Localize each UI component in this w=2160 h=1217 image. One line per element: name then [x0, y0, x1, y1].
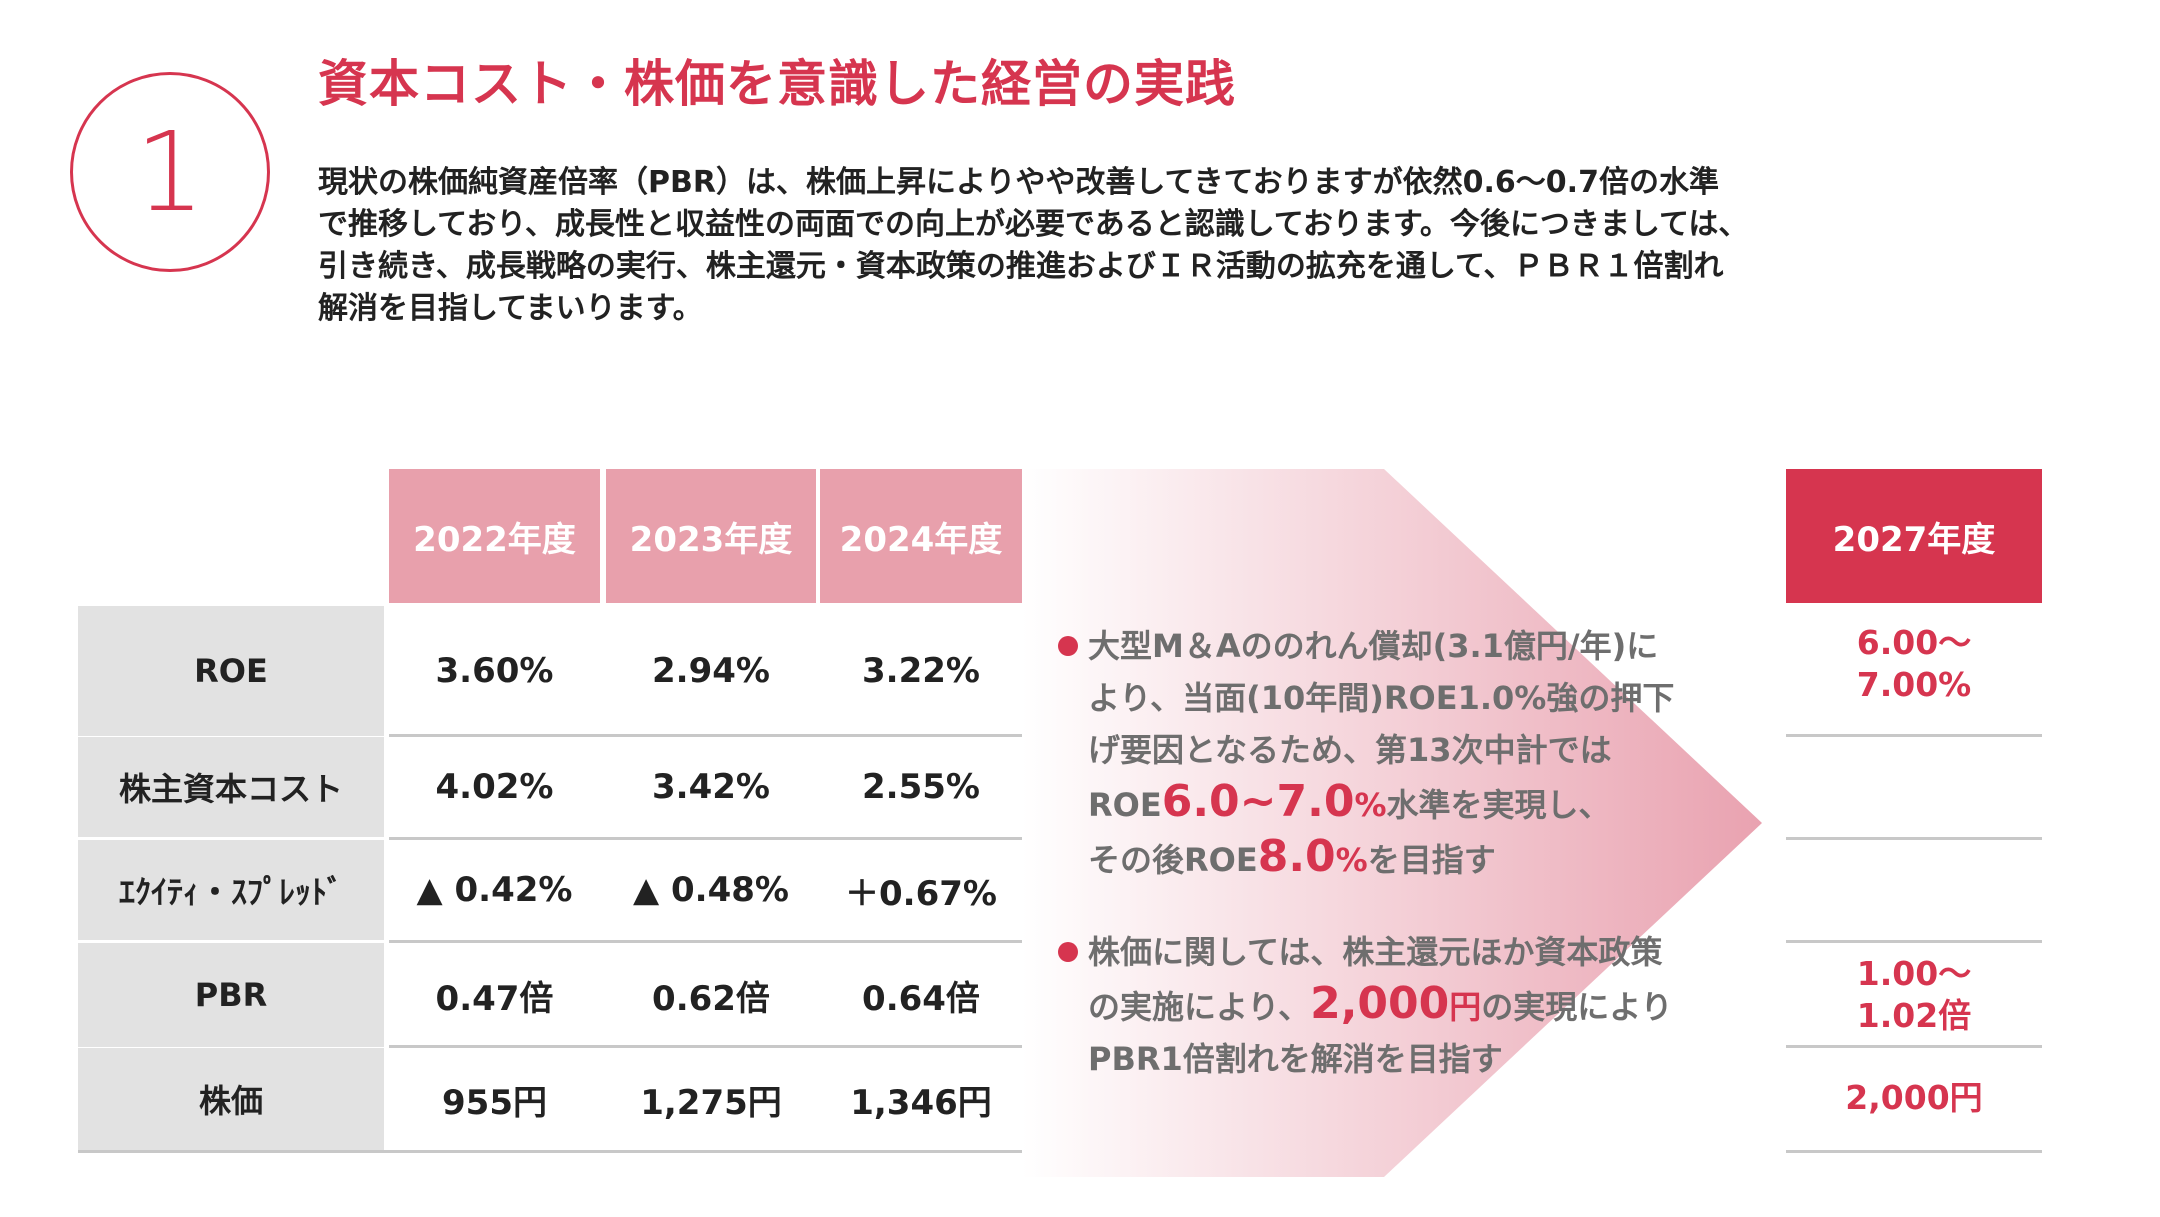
table-cell: ▲ 0.48%	[633, 870, 789, 910]
year-header-2024: 2024年度	[820, 469, 1022, 603]
note-text: を目指す	[1367, 841, 1496, 879]
table-cell: 3.22%	[862, 651, 980, 691]
note-line: より、当面(10年間)ROE1.0%強の押下	[1088, 679, 1675, 717]
row-label-stock-price: 株価	[78, 1048, 384, 1150]
note-line: ROE6.0~7.0%水準を実現し、	[1088, 776, 1778, 831]
row-label-cost-of-equity: 株主資本コスト	[78, 737, 384, 837]
table-cell: 0.62倍	[652, 978, 770, 1019]
row-divider	[1786, 734, 2042, 737]
highlight-value: 8.0	[1257, 831, 1336, 882]
intro-line: で推移しており、成長性と収益性の両面での向上が必要であると認識しております。今後…	[318, 207, 1749, 242]
row-divider	[1786, 940, 2042, 943]
target-value: 6.00～	[1856, 623, 1972, 662]
target-value: 1.02倍	[1856, 996, 1972, 1035]
section-number: 1	[135, 108, 205, 236]
row-divider	[1786, 1150, 2042, 1153]
target-pbr: 1.00～ 1.02倍	[1786, 946, 2042, 1044]
note-line: 大型M＆Aののれん償却(3.1億円/年)に	[1088, 627, 1659, 665]
target-stock-price: 2,000円	[1786, 1048, 2042, 1148]
note-text: 水準を実現し、	[1386, 786, 1611, 824]
row-divider	[389, 734, 1022, 737]
table-bottom-line	[78, 1150, 1022, 1153]
table-cell: 2.94%	[652, 651, 770, 691]
row-label-roe: ROE	[78, 606, 384, 736]
note-roe: 大型M＆Aののれん償却(3.1億円/年)に より、当面(10年間)ROE1.0%…	[1058, 620, 1778, 886]
notes: 大型M＆Aののれん償却(3.1億円/年)に より、当面(10年間)ROE1.0%…	[1058, 620, 1778, 1085]
intro-line: 現状の株価純資産倍率（PBR）は、株価上昇によりやや改善してきておりますが依然0…	[318, 165, 1719, 200]
target-value: 1.00～	[1856, 954, 1972, 993]
intro-line: 引き続き、成長戦略の実行、株主還元・資本政策の推進およびＩＲ活動の拡充を通して、…	[318, 249, 1724, 284]
page-title: 資本コスト・株価を意識した経営の実践	[318, 55, 1236, 113]
table-cell: 1,346円	[850, 1082, 992, 1123]
table-cell: 955円	[442, 1082, 547, 1123]
intro-line: 解消を目指してまいります。	[318, 291, 703, 326]
table-cell: 4.02%	[435, 767, 554, 807]
table-cell: 0.64倍	[862, 978, 980, 1019]
arrow-shape	[1022, 469, 1762, 1177]
note-line: その後ROE8.0%を目指す	[1088, 831, 1778, 886]
intro-paragraph: 現状の株価純資産倍率（PBR）は、株価上昇によりやや改善してきておりますが依然0…	[318, 162, 2078, 330]
highlight-unit: 円	[1449, 988, 1482, 1026]
highlight-value: 2,000	[1310, 978, 1450, 1029]
section-number-circle: 1	[70, 72, 270, 272]
row-divider	[389, 1045, 1022, 1048]
target-value: 2,000円	[1845, 1078, 1983, 1117]
highlight-unit: %	[1354, 786, 1387, 824]
row-label-equity-spread: ｴｸｲﾃｨ・ｽﾌﾟﾚｯﾄﾞ	[78, 840, 384, 940]
row-divider	[389, 940, 1022, 943]
table-cell: 3.42%	[652, 767, 770, 807]
highlight-unit: %	[1335, 841, 1368, 879]
note-text: の実現により	[1481, 988, 1673, 1026]
row-divider	[389, 837, 1022, 840]
year-header-2022: 2022年度	[389, 469, 600, 603]
bullet-dot-icon	[1058, 636, 1078, 656]
note-line: 株価に関しては、株主還元ほか資本政策	[1088, 933, 1663, 971]
target-roe: 6.00～ 7.00%	[1786, 612, 2042, 716]
table-cell: 2.55%	[862, 767, 980, 807]
table-cell: ▲ 0.42%	[416, 870, 573, 910]
table-cell: 1,275円	[640, 1082, 782, 1123]
table-cell: 0.47倍	[435, 978, 554, 1019]
row-label-pbr: PBR	[78, 943, 384, 1047]
table-cell: ＋0.67%	[845, 873, 997, 914]
note-line: PBR1倍割れを解消を目指す	[1088, 1040, 1503, 1078]
target-value: 7.00%	[1856, 665, 1972, 704]
note-text: その後ROE	[1088, 841, 1258, 879]
note-text: ROE	[1088, 786, 1162, 824]
bullet-dot-icon	[1058, 942, 1078, 962]
note-line: げ要因となるため、第13次中計では	[1088, 731, 1612, 769]
table-cell: 3.60%	[435, 651, 554, 691]
row-divider	[1786, 837, 2042, 840]
year-header-target: 2027年度	[1786, 469, 2042, 603]
note-line: の実施により、2,000円の実現により	[1088, 978, 1778, 1033]
year-header-2023: 2023年度	[606, 469, 816, 603]
note-stock-price: 株価に関しては、株主還元ほか資本政策 の実施により、2,000円の実現により P…	[1058, 926, 1778, 1085]
highlight-value: 6.0~7.0	[1161, 776, 1355, 827]
note-text: の実施により、	[1088, 988, 1311, 1026]
row-divider	[1786, 1045, 2042, 1048]
